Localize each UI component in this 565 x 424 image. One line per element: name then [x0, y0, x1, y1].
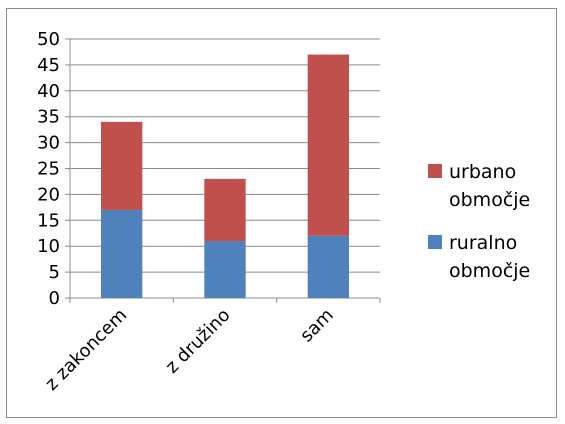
y-tick-label: 50 — [37, 29, 60, 50]
y-tick-label: 40 — [37, 81, 60, 102]
legend: urbano območje ruralno območje — [428, 161, 530, 282]
x-tick-label: z družino — [162, 305, 235, 378]
legend-label-urbano-line2: območje — [449, 189, 530, 211]
y-tick-labels: 0 5 10 15 20 25 30 35 40 45 50 — [37, 29, 60, 309]
y-tick-label: 25 — [37, 159, 60, 180]
bar-segment-ruralno-0 — [101, 209, 143, 298]
legend-swatch-urbano — [428, 164, 442, 178]
bar-segment-urbano-2 — [307, 54, 349, 236]
bar-segment-urbano-1 — [204, 178, 246, 242]
legend-label-urbano-line1: urbano — [449, 161, 516, 183]
y-tick-label: 5 — [49, 262, 60, 283]
legend-label-ruralno-line2: območje — [449, 260, 530, 282]
legend-swatch-ruralno — [428, 235, 442, 249]
legend-label-ruralno-line1: ruralno — [449, 232, 517, 254]
bar-segment-ruralno-2 — [307, 235, 349, 298]
y-tick-label: 35 — [37, 107, 60, 128]
y-tick-label: 0 — [49, 288, 60, 309]
x-tick-label: z zakoncem — [41, 305, 131, 395]
bar-segment-urbano-0 — [101, 121, 143, 210]
y-tick-label: 45 — [37, 55, 60, 76]
y-tick-label: 20 — [37, 184, 60, 205]
y-tick-label: 15 — [37, 210, 60, 231]
y-tick-label: 30 — [37, 133, 60, 154]
y-tick-label: 10 — [37, 236, 60, 257]
x-tick-labels: z zakoncem z družino sam — [41, 305, 338, 395]
bar-segment-ruralno-1 — [204, 241, 246, 298]
bars — [101, 54, 349, 298]
x-tick-label: sam — [296, 305, 338, 347]
chart-frame — [6, 8, 557, 418]
